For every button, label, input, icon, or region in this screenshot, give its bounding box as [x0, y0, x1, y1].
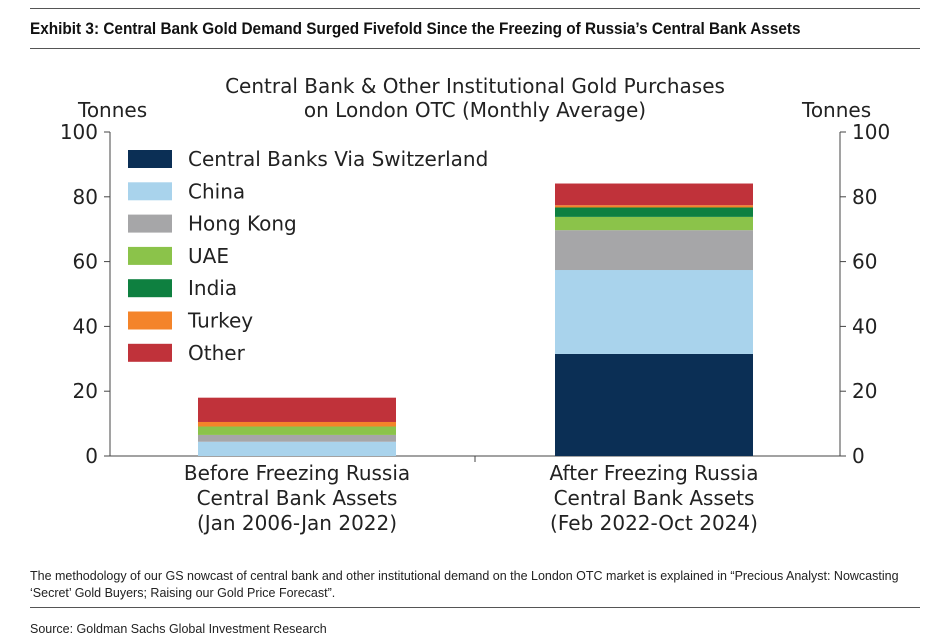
x-tick-label: After Freezing Russia [550, 461, 759, 485]
y-tick-label-left: 100 [60, 120, 98, 144]
y-axis-label-right: Tonnes [801, 98, 871, 122]
bar-segment-uae [198, 426, 396, 435]
y-tick-label-right: 20 [852, 379, 877, 403]
footnote-rule [30, 607, 920, 608]
bar-segment-uae [555, 216, 753, 231]
footnote: The methodology of our GS nowcast of cen… [30, 569, 899, 600]
y-tick-label-left: 0 [85, 444, 98, 468]
y-tick-label-right: 60 [852, 250, 877, 274]
x-tick-label: Central Bank Assets [554, 486, 755, 510]
chart-title-line: on London OTC (Monthly Average) [304, 98, 646, 122]
source: Source: Goldman Sachs Global Investment … [30, 622, 327, 636]
y-tick-label-right: 0 [852, 444, 865, 468]
legend-swatch [128, 150, 172, 168]
x-tick-label: Before Freezing Russia [184, 461, 410, 485]
y-tick-label-left: 40 [73, 314, 98, 338]
chart: Central Bank & Other Institutional Gold … [60, 74, 890, 535]
bar-segment-india [555, 207, 753, 217]
y-tick-label-right: 80 [852, 185, 877, 209]
x-tick-label: Central Bank Assets [197, 486, 398, 510]
bar-segment-central-banks-via-switzerland [555, 353, 753, 456]
legend-label: UAE [188, 244, 229, 268]
legend-swatch [128, 214, 172, 233]
legend-label: Other [188, 341, 246, 365]
x-tick-label: (Jan 2006-Jan 2022) [197, 511, 397, 535]
legend-swatch [128, 246, 172, 265]
bar-segment-turkey [198, 421, 396, 427]
exhibit-title: Exhibit 3: Central Bank Gold Demand Surg… [30, 20, 801, 38]
legend-swatch [128, 279, 172, 298]
legend-label: Hong Kong [188, 212, 297, 236]
legend-label: India [188, 276, 237, 300]
bar-segment-china [555, 270, 753, 354]
top-rule [30, 8, 920, 9]
chart-title-line: Central Bank & Other Institutional Gold … [225, 74, 725, 98]
y-tick-label-right: 100 [852, 120, 890, 144]
legend-swatch [128, 343, 172, 362]
legend-label: China [188, 179, 245, 203]
bar-segment-turkey [555, 205, 753, 208]
y-tick-label-right: 40 [852, 314, 877, 338]
legend-label: Central Banks Via Switzerland [188, 147, 488, 171]
title-rule [30, 48, 920, 49]
bar-segment-hong-kong [555, 230, 753, 271]
bar-segment-china [198, 441, 396, 456]
legend-swatch [128, 182, 172, 201]
bar-segment-hong-kong [198, 434, 396, 442]
legend-swatch [128, 311, 172, 330]
bar-segment-other [555, 183, 753, 206]
y-tick-label-left: 20 [73, 379, 98, 403]
x-tick-label: (Feb 2022-Oct 2024) [550, 511, 758, 535]
legend-label: Turkey [187, 309, 253, 333]
y-axis-label-left: Tonnes [77, 98, 147, 122]
y-tick-label-left: 60 [73, 250, 98, 274]
y-tick-label-left: 80 [73, 185, 98, 209]
bar-segment-other [198, 397, 396, 422]
